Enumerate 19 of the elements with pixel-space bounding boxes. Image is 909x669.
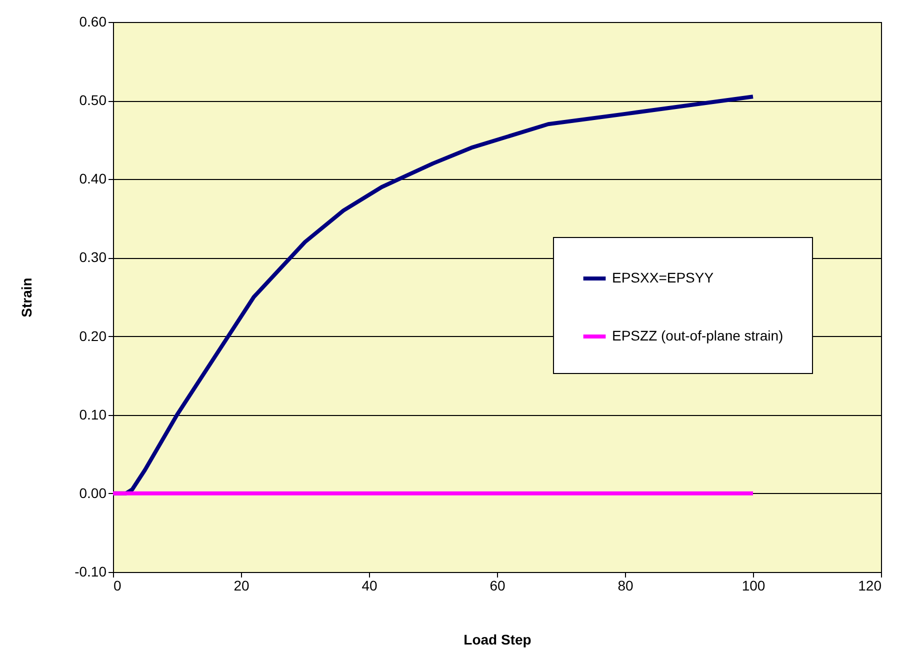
- y-tick-label: 0.40: [79, 170, 107, 187]
- x-axis-title: Load Step: [464, 632, 532, 648]
- y-tick-label: 0.10: [79, 406, 107, 422]
- x-tick-label: 120: [858, 578, 882, 594]
- y-tick-label: -0.10: [74, 564, 107, 580]
- x-tick-label: 0: [114, 578, 122, 594]
- legend-label: EPSZZ (out-of-plane strain): [612, 328, 784, 344]
- x-tick-label: 100: [742, 578, 766, 594]
- y-axis-title: Strain: [18, 278, 35, 318]
- y-tick-label: 0.20: [79, 328, 107, 344]
- y-tick-label: 0.00: [79, 484, 107, 501]
- x-tick-label: 60: [490, 578, 506, 594]
- y-tick-label: 0.50: [79, 92, 107, 108]
- y-tick-label: 0.60: [79, 14, 107, 30]
- y-tick-label: 0.30: [79, 249, 107, 266]
- legend-label: EPSXX=EPSYY: [612, 270, 714, 286]
- x-tick-label: 80: [618, 578, 634, 594]
- x-tick-label: 40: [362, 578, 378, 594]
- x-tick-label: 20: [234, 578, 250, 594]
